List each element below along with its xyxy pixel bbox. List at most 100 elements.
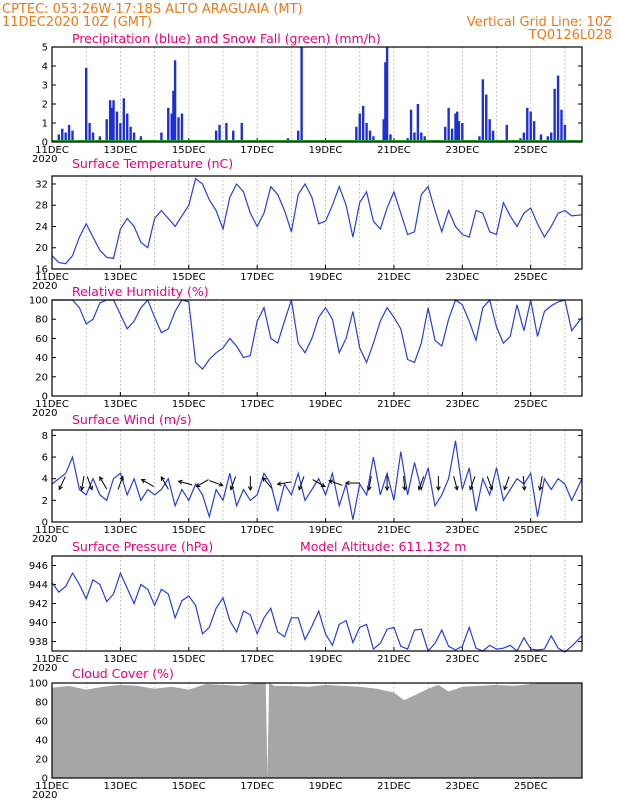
x-tick-label: 17DEC [240,654,274,665]
x-tick-label: 23DEC [445,145,479,156]
precip-bar [139,136,143,142]
y-tick-label: 20 [35,755,48,766]
y-tick-label: 2 [42,100,48,111]
cloud-area [52,683,582,778]
precip-bar [563,124,567,142]
y-tick-label: 1 [42,119,48,130]
wind-arrow [262,477,273,489]
precip-bar [461,123,464,142]
panel-title: Surface Temperature (nC) [72,156,233,171]
x-tick-label: 23DEC [445,272,479,283]
x-tick-label: 15DEC [172,525,206,536]
x-tick-label: 25DEC [514,272,548,283]
x-tick-label: 11DEC [35,654,69,665]
precip-bar [355,126,358,142]
precip-bar [481,79,485,142]
wind-arrow [58,476,66,490]
y-tick-label: 8 [42,431,48,442]
precip-bar [365,123,368,142]
plot-frame [51,299,583,397]
precip-bar [218,124,221,142]
year-label: 2020 [32,663,57,674]
pressure-line [51,571,583,653]
x-tick-label: 13DEC [104,272,138,283]
wind-arrow-head [521,486,527,492]
precip-bar [300,47,303,142]
y-tick-label: 100 [29,296,48,307]
precip-bar [539,134,543,142]
wind_speed-line [51,440,583,520]
y-tick-label: 946 [29,561,48,572]
precip-bar [88,123,91,142]
year-label: 2020 [32,790,57,800]
wind-arrow-head [436,486,441,492]
precip-bar [115,111,119,142]
year-label: 2020 [32,408,57,419]
year-label: 2020 [32,154,57,165]
precip-bar [485,94,488,142]
precip-bar [457,121,461,142]
wind-arrow [403,476,406,491]
panel-0: Precipitation (blue) and Snow Fall (gree… [32,31,583,165]
precip-bar [61,128,64,142]
wind-arrow [469,476,476,490]
wind-arrow [230,476,237,490]
precip-bar [478,136,481,142]
wind-arrow-head [417,485,423,491]
y-tick-label: 4 [42,62,48,73]
wind-arrow-head [503,485,508,491]
x-tick-label: 21DEC [377,654,411,665]
precip-bar [296,130,300,142]
panel-title: Precipitation (blue) and Snow Fall (gree… [72,31,381,46]
y-tick-label: 60 [35,334,48,345]
x-tick-label: 11DEC [35,399,69,410]
wind-arrow-head [247,486,253,492]
wind-arrow [503,476,510,490]
wind-arrow [160,476,169,490]
wind-arrow [99,476,108,490]
x-tick-label: 25DEC [514,654,548,665]
precip-bar [444,126,447,142]
plot-frame [51,429,583,523]
wind-arrow-head [469,485,474,491]
precip-bar [560,109,563,142]
wind-arrow-head [276,481,282,487]
x-tick-label: 15DEC [172,145,206,156]
precip-bar [91,132,95,142]
precip-bar [177,117,180,142]
temperature-line [51,177,583,265]
wind-arrow-head [384,486,390,492]
wind-arrow [418,476,425,490]
x-tick-label: 21DEC [377,145,411,156]
wind-arrow-head [119,475,124,481]
x-tick-label: 17DEC [240,145,274,156]
y-tick-label: 20 [35,372,48,383]
x-tick-label: 25DEC [514,399,548,410]
precip-bar [160,132,163,142]
y-tick-label: 5 [42,43,48,54]
wind-arrow-head [367,485,372,491]
wind-arrow [141,479,155,487]
precip-bar [67,124,71,142]
precip-bar [214,130,218,142]
x-tick-label: 19DEC [309,272,343,283]
model-code: TQ0126L028 [528,28,612,43]
precip-bar [368,130,372,142]
year-label: 2020 [32,281,57,292]
panels: Precipitation (blue) and Snow Fall (gree… [29,31,583,800]
precip-bar [450,128,454,142]
precip-bar [180,113,184,142]
precip-bar [172,90,175,142]
x-tick-label: 11DEC [35,525,69,536]
humidity-line [52,298,583,371]
panel-2: Relative Humidity (%) 0 20 40 60 80 100 11DEC 13… [29,284,583,419]
x-tick-label: 13DEC [104,525,138,536]
y-tick-label: 100 [29,679,48,690]
precip-bar [232,130,235,142]
x-tick-label: 21DEC [377,525,411,536]
y-tick-label: 944 [29,580,48,591]
x-tick-label: 19DEC [309,399,343,410]
wind-arrow [298,476,305,490]
x-tick-label: 21DEC [377,272,411,283]
panel-5: Cloud Cover (%) 0 20 40 60 80 100 11DEC 13DEC 15D… [29,666,583,800]
